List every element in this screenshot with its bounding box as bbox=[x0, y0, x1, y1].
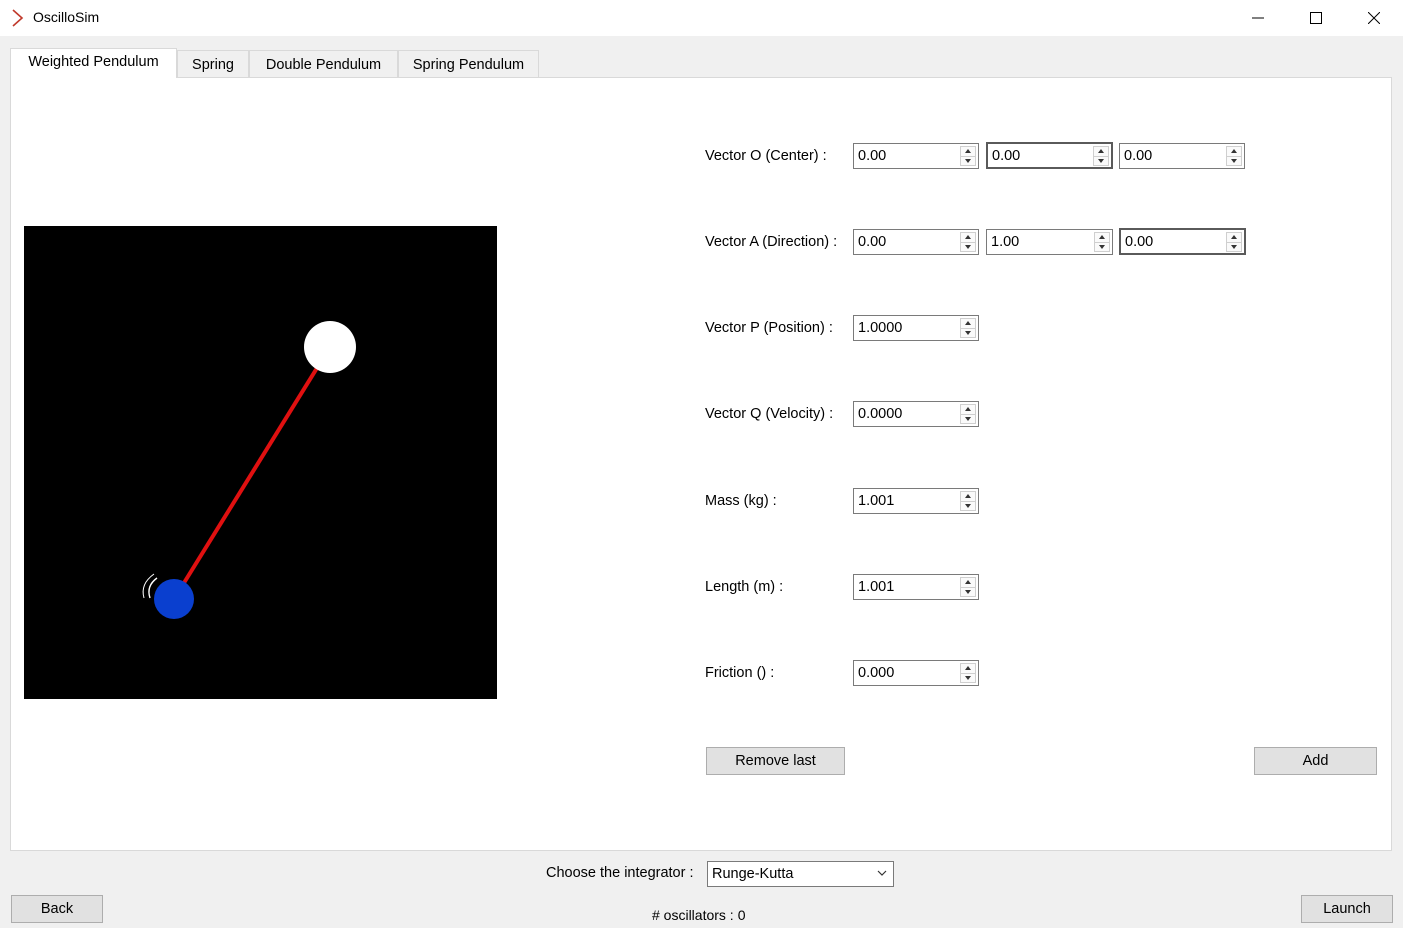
length-label: Length (m) : bbox=[705, 579, 784, 595]
chevron-down-icon bbox=[877, 870, 887, 876]
pendulum-rod bbox=[172, 345, 332, 601]
spin-arrows[interactable] bbox=[1226, 232, 1242, 252]
vector-a-z-value: 0.00 bbox=[1125, 234, 1154, 250]
vector-q-label: Vector Q (Velocity) : bbox=[705, 406, 834, 422]
vector-a-y-spinbox[interactable]: 1.00 bbox=[986, 229, 1113, 255]
vector-a-y-value: 1.00 bbox=[991, 234, 1020, 250]
back-button[interactable]: Back bbox=[11, 895, 103, 923]
vector-o-z-value: 0.00 bbox=[1124, 148, 1153, 164]
launch-button[interactable]: Launch bbox=[1301, 895, 1393, 923]
maximize-icon bbox=[1310, 12, 1322, 24]
vector-q-value: 0.0000 bbox=[858, 406, 903, 422]
pendulum-drawing bbox=[142, 321, 356, 619]
spin-arrows[interactable] bbox=[960, 577, 976, 597]
oscillator-count-value: 0 bbox=[737, 907, 746, 923]
integrator-label: Choose the integrator : bbox=[546, 865, 694, 881]
title-bar: OscilloSim bbox=[0, 0, 1403, 36]
arrow-down-icon[interactable] bbox=[965, 504, 971, 508]
motion-trail bbox=[148, 577, 158, 599]
mass-spinbox[interactable]: 1.001 bbox=[853, 488, 979, 514]
spin-arrows[interactable] bbox=[960, 146, 976, 166]
motion-trail-outer bbox=[142, 573, 155, 599]
arrow-up-icon[interactable] bbox=[1099, 235, 1105, 239]
pendulum-pivot bbox=[304, 321, 356, 373]
arrow-down-icon[interactable] bbox=[1231, 245, 1237, 249]
simulation-canvas bbox=[24, 226, 497, 699]
arrow-down-icon[interactable] bbox=[965, 245, 971, 249]
minimize-button[interactable] bbox=[1229, 0, 1287, 36]
spin-arrows[interactable] bbox=[960, 404, 976, 424]
arrow-down-icon[interactable] bbox=[1098, 159, 1104, 163]
oscillator-count: # oscillators :0 bbox=[652, 907, 746, 923]
arrow-up-icon[interactable] bbox=[965, 321, 971, 325]
length-spinbox[interactable]: 1.001 bbox=[853, 574, 979, 600]
arrow-down-icon[interactable] bbox=[1231, 159, 1237, 163]
vector-o-label: Vector O (Center) : bbox=[705, 148, 827, 164]
spin-arrows[interactable] bbox=[1226, 146, 1242, 166]
minimize-icon bbox=[1252, 17, 1264, 19]
tab-double-pendulum[interactable]: Double Pendulum bbox=[249, 50, 398, 77]
vector-a-x-spinbox[interactable]: 0.00 bbox=[853, 229, 979, 255]
mass-label: Mass (kg) : bbox=[705, 493, 777, 509]
spin-arrows[interactable] bbox=[1093, 146, 1109, 166]
close-button[interactable] bbox=[1345, 0, 1403, 36]
arrow-up-icon[interactable] bbox=[965, 149, 971, 153]
arrow-up-icon[interactable] bbox=[1231, 149, 1237, 153]
friction-spinbox[interactable]: 0.000 bbox=[853, 660, 979, 686]
mass-value: 1.001 bbox=[858, 493, 895, 509]
close-icon bbox=[1368, 12, 1380, 24]
pendulum-bob bbox=[154, 579, 194, 619]
arrow-down-icon[interactable] bbox=[1099, 245, 1105, 249]
vector-o-x-spinbox[interactable]: 0.00 bbox=[853, 143, 979, 169]
vector-p-label: Vector P (Position) : bbox=[705, 320, 833, 336]
spin-arrows[interactable] bbox=[960, 663, 976, 683]
vector-o-y-value: 0.00 bbox=[992, 148, 1021, 164]
arrow-up-icon[interactable] bbox=[965, 494, 971, 498]
vector-q-spinbox[interactable]: 0.0000 bbox=[853, 401, 979, 427]
arrow-down-icon[interactable] bbox=[965, 159, 971, 163]
vector-o-z-spinbox[interactable]: 0.00 bbox=[1119, 143, 1245, 169]
vector-o-x-value: 0.00 bbox=[858, 148, 887, 164]
vector-a-z-spinbox[interactable]: 0.00 bbox=[1119, 228, 1246, 255]
integrator-select[interactable]: Runge-Kutta bbox=[707, 861, 894, 887]
arrow-down-icon[interactable] bbox=[965, 676, 971, 680]
spin-arrows[interactable] bbox=[960, 318, 976, 338]
remove-last-button[interactable]: Remove last bbox=[706, 747, 845, 775]
arrow-down-icon[interactable] bbox=[965, 590, 971, 594]
spin-arrows[interactable] bbox=[960, 232, 976, 252]
tab-spring[interactable]: Spring bbox=[177, 50, 249, 77]
spin-arrows[interactable] bbox=[1094, 232, 1110, 252]
integrator-value: Runge-Kutta bbox=[712, 866, 794, 882]
friction-value: 0.000 bbox=[858, 665, 895, 681]
vector-p-value: 1.0000 bbox=[858, 320, 903, 336]
spin-arrows[interactable] bbox=[960, 491, 976, 511]
arrow-up-icon[interactable] bbox=[1231, 235, 1237, 239]
oscillator-count-label: # oscillators : bbox=[652, 907, 734, 923]
maximize-button[interactable] bbox=[1287, 0, 1345, 36]
tab-weighted-pendulum[interactable]: Weighted Pendulum bbox=[10, 48, 177, 78]
arrow-up-icon[interactable] bbox=[965, 580, 971, 584]
vector-a-label: Vector A (Direction) : bbox=[705, 234, 838, 250]
vector-o-y-spinbox[interactable]: 0.00 bbox=[986, 142, 1113, 169]
length-value: 1.001 bbox=[858, 579, 895, 595]
tab-spring-pendulum[interactable]: Spring Pendulum bbox=[398, 50, 539, 77]
arrow-up-icon[interactable] bbox=[965, 235, 971, 239]
vector-p-spinbox[interactable]: 1.0000 bbox=[853, 315, 979, 341]
app-logo-icon bbox=[12, 9, 24, 27]
vector-a-x-value: 0.00 bbox=[858, 234, 887, 250]
arrow-down-icon[interactable] bbox=[965, 331, 971, 335]
add-button[interactable]: Add bbox=[1254, 747, 1377, 775]
window-title: OscilloSim bbox=[33, 9, 100, 25]
arrow-up-icon[interactable] bbox=[1098, 149, 1104, 153]
arrow-up-icon[interactable] bbox=[965, 407, 971, 411]
arrow-up-icon[interactable] bbox=[965, 666, 971, 670]
friction-label: Friction () : bbox=[705, 665, 775, 681]
arrow-down-icon[interactable] bbox=[965, 417, 971, 421]
